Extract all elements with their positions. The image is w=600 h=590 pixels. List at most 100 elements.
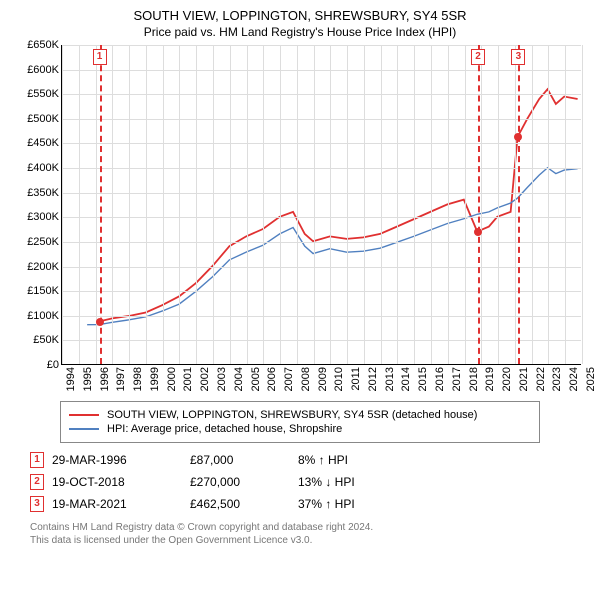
- chart-container: SOUTH VIEW, LOPPINGTON, SHREWSBURY, SY4 …: [0, 0, 600, 590]
- y-axis-label: £450K: [27, 137, 59, 149]
- gridline-vertical: [247, 45, 248, 364]
- sale-diff: 37% ↑ HPI: [298, 497, 408, 511]
- attribution-footer: Contains HM Land Registry data © Crown c…: [30, 521, 585, 547]
- gridline-horizontal: [62, 316, 581, 317]
- gridline-vertical: [582, 45, 583, 364]
- x-axis-label: 2004: [233, 367, 245, 391]
- legend-label: SOUTH VIEW, LOPPINGTON, SHREWSBURY, SY4 …: [107, 409, 477, 421]
- x-axis-label: 2025: [585, 367, 597, 391]
- x-axis-label: 2001: [182, 367, 194, 391]
- sale-row: 129-MAR-1996£87,0008% ↑ HPI: [30, 449, 585, 471]
- x-axis-label: 2005: [250, 367, 262, 391]
- footer-line: This data is licensed under the Open Gov…: [30, 534, 585, 547]
- x-axis-label: 2011: [350, 367, 362, 391]
- x-axis-label: 2013: [384, 367, 396, 391]
- gridline-vertical: [465, 45, 466, 364]
- sale-row: 319-MAR-2021£462,50037% ↑ HPI: [30, 493, 585, 515]
- x-axis-label: 1999: [149, 367, 161, 391]
- sale-marker: 2: [30, 474, 44, 490]
- gridline-horizontal: [62, 193, 581, 194]
- sale-diff: 8% ↑ HPI: [298, 453, 408, 467]
- y-axis-label: £400K: [27, 162, 59, 174]
- gridline-vertical: [565, 45, 566, 364]
- x-axis-label: 2006: [266, 367, 278, 391]
- gridline-horizontal: [62, 168, 581, 169]
- gridline-vertical: [314, 45, 315, 364]
- event-marker-box: 2: [471, 49, 485, 65]
- gridline-horizontal: [62, 291, 581, 292]
- gridline-vertical: [414, 45, 415, 364]
- gridline-horizontal: [62, 45, 581, 46]
- gridline-vertical: [79, 45, 80, 364]
- x-axis-label: 2012: [367, 367, 379, 391]
- event-vertical-line: [518, 45, 520, 364]
- x-axis-label: 1998: [132, 367, 144, 391]
- legend-swatch: [69, 414, 99, 416]
- gridline-horizontal: [62, 70, 581, 71]
- gridline-vertical: [112, 45, 113, 364]
- gridline-vertical: [230, 45, 231, 364]
- event-marker-box: 3: [511, 49, 525, 65]
- x-axis-label: 2003: [216, 367, 228, 391]
- gridline-vertical: [129, 45, 130, 364]
- x-axis-label: 2024: [568, 367, 580, 391]
- gridline-vertical: [397, 45, 398, 364]
- x-axis-label: 2023: [551, 367, 563, 391]
- gridline-vertical: [481, 45, 482, 364]
- event-dot: [96, 318, 104, 326]
- gridline-vertical: [146, 45, 147, 364]
- y-axis-label: £600K: [27, 64, 59, 76]
- x-axis-label: 2014: [400, 367, 412, 391]
- gridline-vertical: [263, 45, 264, 364]
- gridline-vertical: [196, 45, 197, 364]
- y-axis-label: £50K: [33, 334, 59, 346]
- chart-title: SOUTH VIEW, LOPPINGTON, SHREWSBURY, SY4 …: [0, 0, 600, 23]
- y-axis-label: £150K: [27, 285, 59, 297]
- gridline-vertical: [347, 45, 348, 364]
- sale-marker: 1: [30, 452, 44, 468]
- gridline-vertical: [297, 45, 298, 364]
- x-axis-label: 2017: [451, 367, 463, 391]
- gridline-vertical: [548, 45, 549, 364]
- gridline-horizontal: [62, 94, 581, 95]
- y-axis-label: £200K: [27, 261, 59, 273]
- sale-marker: 3: [30, 496, 44, 512]
- sale-date: 29-MAR-1996: [52, 453, 182, 467]
- x-axis-label: 2015: [417, 367, 429, 391]
- y-axis-label: £0: [47, 359, 59, 371]
- gridline-horizontal: [62, 242, 581, 243]
- gridline-vertical: [364, 45, 365, 364]
- gridline-horizontal: [62, 217, 581, 218]
- y-axis-label: £100K: [27, 310, 59, 322]
- x-axis-label: 1996: [99, 367, 111, 391]
- x-axis-label: 2009: [317, 367, 329, 391]
- gridline-horizontal: [62, 340, 581, 341]
- y-axis-label: £250K: [27, 236, 59, 248]
- gridline-vertical: [213, 45, 214, 364]
- x-axis-label: 2008: [300, 367, 312, 391]
- gridline-vertical: [448, 45, 449, 364]
- gridline-horizontal: [62, 143, 581, 144]
- gridline-vertical: [179, 45, 180, 364]
- sale-diff: 13% ↓ HPI: [298, 475, 408, 489]
- x-axis-label: 2002: [199, 367, 211, 391]
- x-axis-label: 2010: [333, 367, 345, 391]
- legend-row: HPI: Average price, detached house, Shro…: [69, 422, 531, 436]
- x-axis-label: 2022: [535, 367, 547, 391]
- footer-line: Contains HM Land Registry data © Crown c…: [30, 521, 585, 534]
- gridline-vertical: [96, 45, 97, 364]
- x-axis-label: 1995: [82, 367, 94, 391]
- x-axis-label: 2007: [283, 367, 295, 391]
- gridline-vertical: [431, 45, 432, 364]
- legend-label: HPI: Average price, detached house, Shro…: [107, 423, 342, 435]
- x-axis-label: 1997: [115, 367, 127, 391]
- gridline-vertical: [532, 45, 533, 364]
- sale-date: 19-OCT-2018: [52, 475, 182, 489]
- gridline-horizontal: [62, 267, 581, 268]
- sales-table: 129-MAR-1996£87,0008% ↑ HPI219-OCT-2018£…: [30, 449, 585, 515]
- event-dot: [474, 228, 482, 236]
- chart-subtitle: Price paid vs. HM Land Registry's House …: [0, 23, 600, 45]
- y-axis-label: £350K: [27, 187, 59, 199]
- legend-row: SOUTH VIEW, LOPPINGTON, SHREWSBURY, SY4 …: [69, 408, 531, 422]
- sale-price: £270,000: [190, 475, 290, 489]
